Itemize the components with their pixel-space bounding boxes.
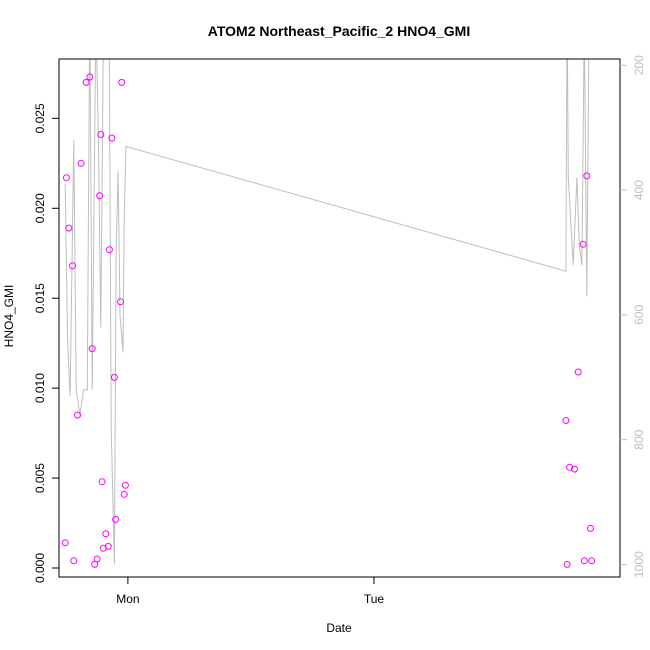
y2-tick-label: 600 — [632, 305, 646, 325]
data-point — [571, 465, 578, 473]
y2-tick-label: 1000 — [632, 551, 646, 578]
data-point — [99, 544, 107, 552]
data-point — [110, 373, 118, 381]
chart-title: ATOM2 Northeast_Pacific_2 HNO4_GMI — [208, 23, 470, 39]
plot-frame — [58, 58, 621, 578]
data-point — [105, 246, 113, 254]
data-point — [97, 131, 105, 138]
data-point — [104, 542, 112, 550]
data-point — [563, 560, 571, 568]
x-axis-label: Date — [326, 621, 352, 635]
data-point — [580, 557, 588, 565]
data-point — [102, 530, 110, 538]
data-point — [69, 262, 76, 270]
data-point — [98, 478, 106, 486]
data-point — [583, 172, 591, 180]
y-tick-label: 0.020 — [33, 193, 47, 223]
data-point — [108, 134, 116, 142]
data-point — [74, 411, 81, 419]
grey-series-line — [64, 59, 590, 565]
data-point — [587, 524, 594, 532]
data-point — [566, 463, 574, 471]
points-layer — [61, 73, 596, 568]
grey-line-layer — [64, 59, 590, 565]
data-point — [70, 557, 78, 565]
y-axis: 0.000 0.005 0.010 0.015 0.020 0.025 — [33, 103, 59, 583]
y-tick-label: 0.015 — [33, 283, 47, 313]
data-point — [118, 78, 126, 86]
x-axis: Mon Tue — [116, 577, 384, 606]
data-point — [62, 174, 70, 182]
data-point — [96, 192, 104, 200]
data-point — [574, 368, 582, 376]
y-tick-label: 0.000 — [33, 553, 47, 583]
data-point — [121, 481, 129, 489]
data-point — [562, 417, 570, 424]
y-axis-label: HNO4_GMI — [2, 285, 16, 348]
data-point — [588, 557, 596, 565]
y2-axis: 200 400 600 800 1000 — [620, 55, 646, 578]
y2-tick-label: 800 — [632, 429, 646, 449]
y-tick-label: 0.010 — [33, 373, 47, 403]
data-point — [82, 78, 90, 86]
x-tick-label: Mon — [116, 592, 139, 606]
data-point — [579, 240, 587, 248]
data-point — [93, 555, 101, 563]
data-point — [112, 515, 120, 523]
data-point — [88, 345, 96, 353]
x-tick-label: Tue — [364, 592, 385, 606]
data-point — [61, 539, 69, 547]
data-point — [117, 298, 124, 306]
y2-tick-label: 400 — [632, 180, 646, 200]
data-point — [77, 159, 85, 167]
data-point — [65, 224, 73, 232]
y-tick-label: 0.005 — [33, 463, 47, 493]
y-tick-label: 0.025 — [33, 103, 47, 133]
data-point — [86, 73, 94, 81]
data-point — [120, 490, 128, 498]
y2-tick-label: 200 — [632, 55, 646, 75]
